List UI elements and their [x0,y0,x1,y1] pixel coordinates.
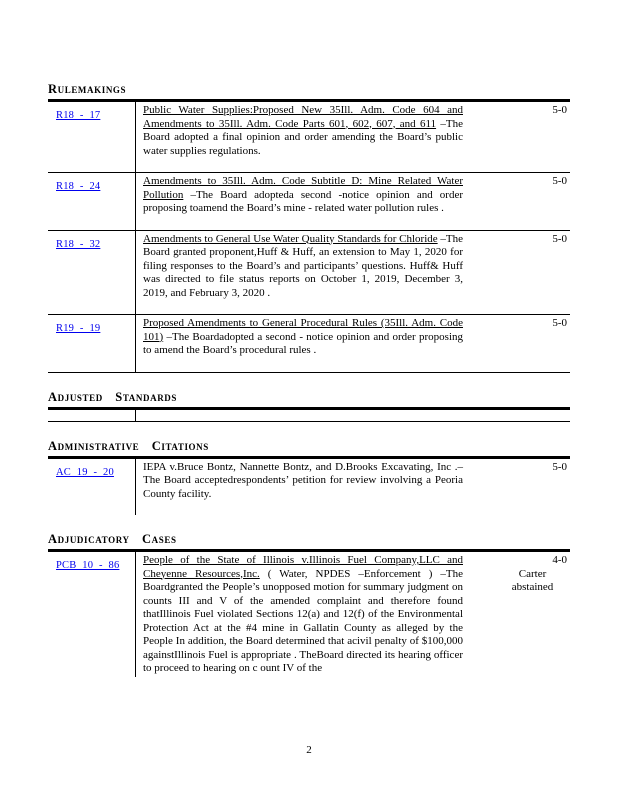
rulemakings-table: R18 - 17 Public Water Supplies:Proposed … [48,99,570,373]
case-body: –The Board adopteda second -notice opini… [143,188,464,215]
case-summary: IEPA v.Bruce Bontz, Nannette Bontz, and … [136,459,500,516]
case-link-r18-24[interactable]: R18 - 24 [56,181,101,192]
case-title: Amendments to General Use Water Quality … [143,232,438,245]
table-row: AC 19 - 20 IEPA v.Bruce Bontz, Nannette … [48,458,570,516]
vote-count: 5-0 [552,104,567,116]
section-heading-adjudicatory-cases: Adjudicatory Cases [48,532,177,546]
section-administrative-citations: Administrative Citations AC 19 - 20 IEPA… [48,438,570,516]
adjudicatory-cases-table: PCB 10 - 86 People of the State of Illin… [48,549,570,677]
vote-cell: 4-0 Carter abstained [500,552,570,677]
case-summary: Proposed Amendments to General Procedura… [136,315,500,372]
vote-count: 5-0 [552,175,567,187]
case-body: IEPA v.Bruce Bontz, Nannette Bontz, and … [143,460,463,500]
administrative-citations-table: AC 19 - 20 IEPA v.Bruce Bontz, Nannette … [48,455,570,516]
case-summary: People of the State of Illinois v.Illino… [136,552,500,677]
case-number-cell: R18 - 32 [48,230,136,314]
table-row: R18 - 32 Amendments to General Use Water… [48,230,570,315]
case-link-r18-32[interactable]: R18 - 32 [56,238,101,250]
table-row-empty [48,409,570,422]
vote-count: 5-0 [552,317,567,329]
case-summary [136,410,500,421]
section-heading-adjusted-standards: Adjusted Standards [48,389,178,404]
table-row: R18 - 17 Public Water Supplies:Proposed … [48,102,570,173]
case-body: –The Boardadopted a second - notice opin… [143,330,464,357]
vote-count [500,410,570,421]
vote-count: 4-0 [552,554,567,566]
case-link-r18-17[interactable]: R18 - 17 [56,110,101,121]
adjusted-standards-table [48,406,570,422]
table-row: PCB 10 - 86 People of the State of Illin… [48,552,570,677]
table-row: R19 - 19 Proposed Amendments to General … [48,315,570,373]
case-link-pcb-10-86[interactable]: PCB 10 - 86 [56,560,120,571]
section-heading-rulemakings: Rulemakings [48,82,127,96]
case-number-cell: R19 - 19 [48,315,136,372]
vote-count: 5-0 [552,232,567,245]
case-link-ac-19-20[interactable]: AC 19 - 20 [56,466,114,478]
case-summary: Public Water Supplies:Proposed New 35Ill… [136,102,500,172]
table-row: R18 - 24 Amendments to 35Ill. Adm. Code … [48,173,570,231]
section-heading-administrative-citations: Administrative Citations [48,438,209,453]
vote-count: 5-0 [552,460,567,473]
page-content: Rulemakings R18 - 17 Public Water Suppli… [48,82,570,694]
case-number-cell: R18 - 24 [48,173,136,230]
case-summary: Amendments to General Use Water Quality … [136,231,500,315]
section-rulemakings: Rulemakings R18 - 17 Public Water Suppli… [48,82,570,373]
case-body: –The Board adopted a final opinion and o… [143,117,464,157]
case-number-cell: PCB 10 - 86 [48,552,136,677]
case-number-cell: R18 - 17 [48,102,136,172]
case-link-r19-19[interactable]: R19 - 19 [56,323,101,334]
case-summary: Amendments to 35Ill. Adm. Code Subtitle … [136,173,500,230]
case-body: ( Water, NPDES –Enforcement ) –The Board… [143,567,463,675]
vote-note: Carter abstained [511,567,554,594]
section-adjusted-standards: Adjusted Standards [48,390,570,422]
page-number: 2 [306,744,312,756]
case-number-cell: AC 19 - 20 [48,458,136,515]
case-number-cell [48,409,136,421]
case-title: People of the State of Illinois v.Illino… [143,554,463,580]
section-adjudicatory-cases: Adjudicatory Cases PCB 10 - 86 People of… [48,532,570,677]
case-title: Proposed Amendments to General Procedura… [143,317,463,343]
case-body: –The Board granted proponent,Huff & Huff… [143,232,464,299]
case-title: Public Water Supplies:Proposed New 35Ill… [143,104,463,130]
case-title: Amendments to 35Ill. Adm. Code Subtitle … [143,175,463,201]
